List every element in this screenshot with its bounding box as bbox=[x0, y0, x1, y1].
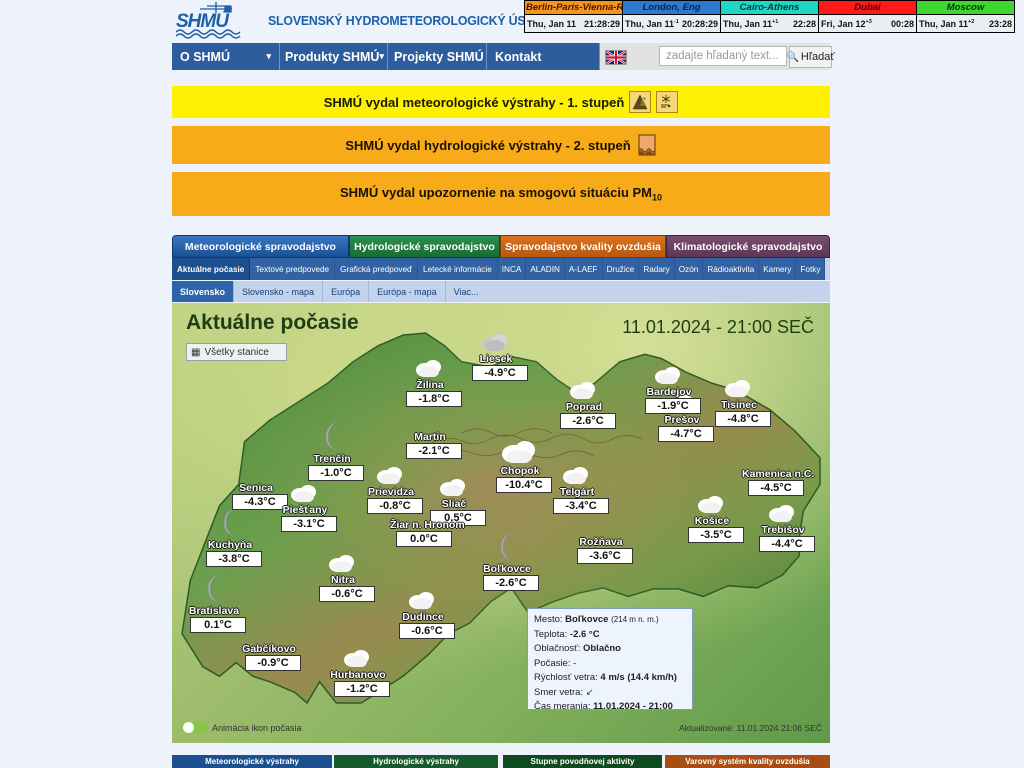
svg-text:SHMÚ: SHMÚ bbox=[176, 10, 230, 32]
